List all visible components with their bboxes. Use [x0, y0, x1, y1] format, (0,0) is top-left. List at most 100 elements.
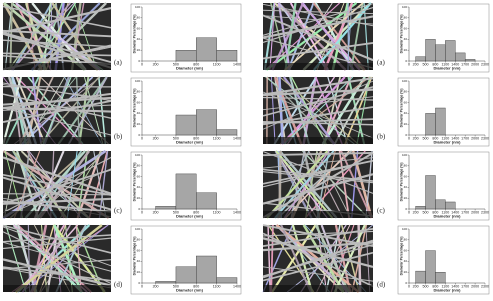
- fiber: [262, 96, 374, 101]
- y-tick-label: 80: [404, 16, 408, 20]
- fiber: [33, 224, 55, 293]
- fiber: [278, 2, 328, 71]
- y-axis-title: Diameter Percentage (%): [132, 237, 136, 276]
- x-axis-title: Diameter (nm): [176, 288, 204, 293]
- y-tick-label: 60: [137, 248, 141, 252]
- fiber: [290, 76, 327, 145]
- y-tick-label: 40: [137, 111, 141, 115]
- sem-info-bar: [263, 63, 373, 70]
- fiber: [2, 31, 112, 64]
- x-tick-label: 1100: [441, 62, 449, 66]
- x-axis-title: Diameter (nm): [176, 66, 204, 71]
- fiber: [262, 41, 374, 60]
- fiber: [351, 224, 368, 293]
- y-tick-label: 40: [137, 185, 141, 189]
- y-tick-label: 40: [404, 111, 408, 115]
- fiber: [2, 176, 112, 211]
- x-tick-label: 500: [173, 210, 179, 214]
- plot-frame: [130, 3, 242, 73]
- x-tick-label: 800: [432, 62, 438, 66]
- y-tick-label: 0: [138, 281, 140, 285]
- sem-image: [2, 224, 112, 293]
- fiber: [2, 54, 112, 66]
- bar: [175, 50, 197, 62]
- sem-info-bar: [263, 211, 373, 218]
- x-tick-label: 1700: [461, 136, 469, 140]
- fiber: [2, 226, 112, 267]
- bar: [415, 270, 426, 284]
- bar: [425, 175, 436, 210]
- y-tick-label: 100: [135, 153, 140, 157]
- y-tick-label: 20: [404, 122, 408, 126]
- x-tick-label: 800: [193, 284, 199, 288]
- x-axis-title: Diameter (nm): [176, 214, 204, 219]
- y-tick-label: 0: [138, 207, 140, 211]
- y-tick-label: 20: [137, 270, 141, 274]
- x-tick-label: 1100: [441, 210, 449, 214]
- x-tick-label: 500: [173, 62, 179, 66]
- y-tick-label: 60: [137, 174, 141, 178]
- fiber: [53, 224, 83, 293]
- fiber: [262, 106, 374, 126]
- fiber: [262, 157, 374, 169]
- y-tick-label: 100: [402, 5, 407, 9]
- fiber: [302, 2, 372, 71]
- fiber: [2, 258, 112, 287]
- plot-frame: [130, 225, 242, 295]
- y-tick-label: 60: [404, 100, 408, 104]
- x-tick-label: 1100: [213, 210, 221, 214]
- y-axis-title: Diameter Percentage (%): [399, 163, 403, 202]
- y-tick-label: 40: [137, 259, 141, 263]
- fiber: [262, 15, 374, 39]
- x-tick-label: 2000: [471, 284, 479, 288]
- x-tick-label: 800: [193, 62, 199, 66]
- x-tick-label: 1100: [441, 136, 449, 140]
- x-tick-label: 1700: [461, 284, 469, 288]
- sem-image: [262, 2, 374, 71]
- x-tick-label: 0: [141, 136, 143, 140]
- fiber: [262, 14, 374, 62]
- sem-info-bar: [3, 63, 111, 70]
- y-tick-label: 0: [405, 281, 407, 285]
- x-tick-label: 500: [423, 284, 429, 288]
- x-tick-label: 800: [193, 210, 199, 214]
- fiber: [315, 76, 343, 145]
- fiber: [7, 76, 32, 145]
- sem-image: [262, 150, 374, 219]
- fiber: [262, 173, 374, 205]
- fiber: [17, 224, 37, 293]
- sem-image: [2, 149, 112, 220]
- y-tick-label: 80: [137, 238, 141, 242]
- x-tick-label: 1400: [233, 284, 241, 288]
- fiber: [322, 76, 352, 145]
- fiber: [278, 150, 338, 219]
- fiber: [262, 224, 374, 248]
- x-tick-label: 800: [432, 136, 438, 140]
- y-tick-label: 60: [404, 174, 408, 178]
- y-axis-title: Diameter Percentage (%): [399, 15, 403, 54]
- x-tick-label: 0: [141, 62, 143, 66]
- sem-info-bar: [3, 211, 111, 218]
- y-tick-label: 80: [404, 238, 408, 242]
- fiber: [8, 2, 57, 71]
- fiber: [27, 76, 42, 145]
- y-tick-label: 100: [135, 5, 140, 9]
- x-tick-label: 0: [141, 284, 143, 288]
- x-tick-label: 2300: [481, 136, 489, 140]
- sem-info-bar: [3, 285, 111, 292]
- panel-label: (a): [114, 59, 122, 67]
- x-tick-label: 1100: [213, 284, 221, 288]
- x-tick-label: 800: [432, 210, 438, 214]
- plot-frame: [130, 77, 242, 147]
- fiber: [2, 100, 112, 123]
- y-tick-label: 60: [404, 248, 408, 252]
- fiber: [2, 259, 112, 270]
- sem-info-bar: [263, 137, 373, 144]
- bar: [175, 173, 197, 210]
- x-tick-label: 500: [423, 210, 429, 214]
- y-axis-title: Diameter Percentage (%): [132, 89, 136, 128]
- sem-image: [262, 76, 374, 145]
- fiber: [2, 168, 112, 218]
- panel-label: (b): [377, 133, 386, 141]
- fiber: [340, 150, 373, 219]
